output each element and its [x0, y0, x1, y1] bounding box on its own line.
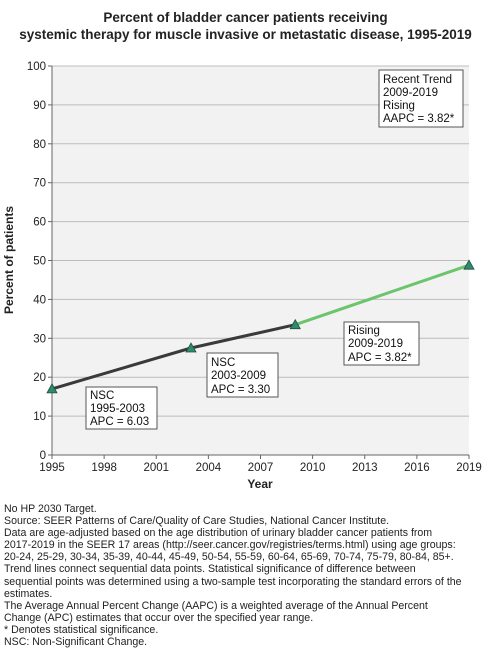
- x-tick-label: 2007: [248, 462, 274, 474]
- x-tick-label: 2010: [300, 462, 326, 474]
- data-point-marker: [289, 318, 301, 330]
- annotation-line: 2003-2009: [211, 370, 266, 382]
- annotation-line: 1995-2003: [90, 403, 145, 415]
- data-point-marker: [46, 383, 58, 394]
- footnote-line: 20-24, 25-29, 30-34, 35-39, 40-44, 45-49…: [4, 551, 454, 564]
- footnote-line: Source: SEER Patterns of Care/Quality of…: [4, 515, 390, 528]
- footnote-line: The Average Annual Percent Change (AAPC)…: [4, 599, 428, 612]
- footnote-line: estimates.: [4, 587, 53, 600]
- annotation-nsc-2003-2009: NSC 2003-2009 APC = 3.30: [206, 352, 279, 398]
- annotation-rising-2009-2019: Rising 2009-2019 APC = 3.82*: [343, 321, 420, 366]
- annotation-line: APC = 3.82*: [348, 352, 412, 364]
- y-tick-label: 20: [33, 372, 46, 384]
- annotation-line: NSC: [211, 357, 235, 369]
- annotation-line: 2009-2019: [383, 87, 438, 99]
- y-tick-label: 30: [33, 333, 46, 345]
- x-tick-label: 2019: [456, 462, 482, 474]
- footnotes: No HP 2030 Target. Source: SEER Patterns…: [4, 503, 490, 648]
- annotation-box: [85, 386, 158, 430]
- annotation-line: 2009-2019: [348, 338, 403, 350]
- chart-title: Percent of bladder cancer patients recei…: [0, 9, 491, 43]
- y-tick-label: 80: [33, 139, 46, 151]
- y-tick-label: 90: [33, 100, 46, 112]
- annotation-line: Recent Trend: [383, 74, 452, 86]
- footnote-line: NSC: Non-Significant Change.: [4, 636, 148, 648]
- x-tick-label: 1998: [91, 462, 117, 474]
- y-tick-label: 100: [27, 61, 46, 73]
- footnote-line: Change (APC) estimates that occur over t…: [4, 611, 314, 624]
- x-tick-label: 1995: [39, 462, 65, 474]
- y-axis-title: Percent of patients: [2, 206, 16, 314]
- x-tick-label: 2004: [196, 462, 222, 474]
- annotation-nsc-1995-2003: NSC 1995-2003 APC = 6.03: [85, 386, 158, 430]
- footnote-line: sequential points was determined using a…: [4, 575, 462, 588]
- footnote-line: * Denotes statistical significance.: [4, 623, 159, 636]
- annotation-box: [343, 321, 420, 366]
- annotation-line: NSC: [90, 390, 114, 402]
- annotation-recent-trend: Recent Trend 2009-2019 Rising AAPC = 3.8…: [378, 69, 464, 128]
- annotation-box: [206, 352, 279, 398]
- y-tick-label: 50: [33, 256, 46, 268]
- chart-title-line-2: systemic therapy for muscle invasive or …: [19, 27, 472, 42]
- chart-title-line-1: Percent of bladder cancer patients recei…: [103, 10, 388, 25]
- annotation-box: [378, 69, 464, 128]
- y-tick-label: 10: [33, 411, 46, 423]
- annotation-line: Rising: [383, 100, 415, 112]
- x-tick-label: 2016: [404, 462, 430, 474]
- data-point-marker: [463, 259, 475, 270]
- data-markers: [46, 259, 475, 394]
- x-tick-label: 2013: [352, 462, 378, 474]
- line-chart: 0 10 20 30 40 50 60 70 80 90 100 1995 1998 2001 2004 2…: [2, 61, 482, 491]
- annotation-line: APC = 3.30: [211, 384, 270, 396]
- grid-lines: [52, 65, 469, 417]
- y-tick-label: 60: [33, 217, 46, 229]
- data-point-marker: [185, 342, 197, 353]
- footnote-line: No HP 2030 Target.: [4, 503, 97, 515]
- x-tick-labels: 1995 1998 2001 2004 2007 2010 2013 2016 2019: [39, 455, 482, 474]
- annotation-line: APC = 6.03: [90, 416, 149, 428]
- annotation-line: Rising: [348, 325, 380, 337]
- footnote-line: Trend lines connect sequential data poin…: [4, 563, 416, 576]
- footnote-line: 2017-2019 in the SEER 17 areas (http://s…: [4, 539, 456, 552]
- footnote-line: Data are age-adjusted based on the age d…: [4, 527, 433, 540]
- y-tick-label: 40: [33, 294, 46, 306]
- x-tick-label: 2001: [143, 462, 169, 474]
- y-tick-labels: 0 10 20 30 40 50 60 70 80 90 100: [27, 61, 52, 462]
- x-axis-title: Year: [247, 477, 273, 491]
- annotation-line: AAPC = 3.82*: [383, 113, 455, 125]
- y-tick-label: 70: [33, 178, 46, 190]
- y-tick-label: 0: [40, 450, 46, 462]
- series-line-2: [294, 263, 470, 327]
